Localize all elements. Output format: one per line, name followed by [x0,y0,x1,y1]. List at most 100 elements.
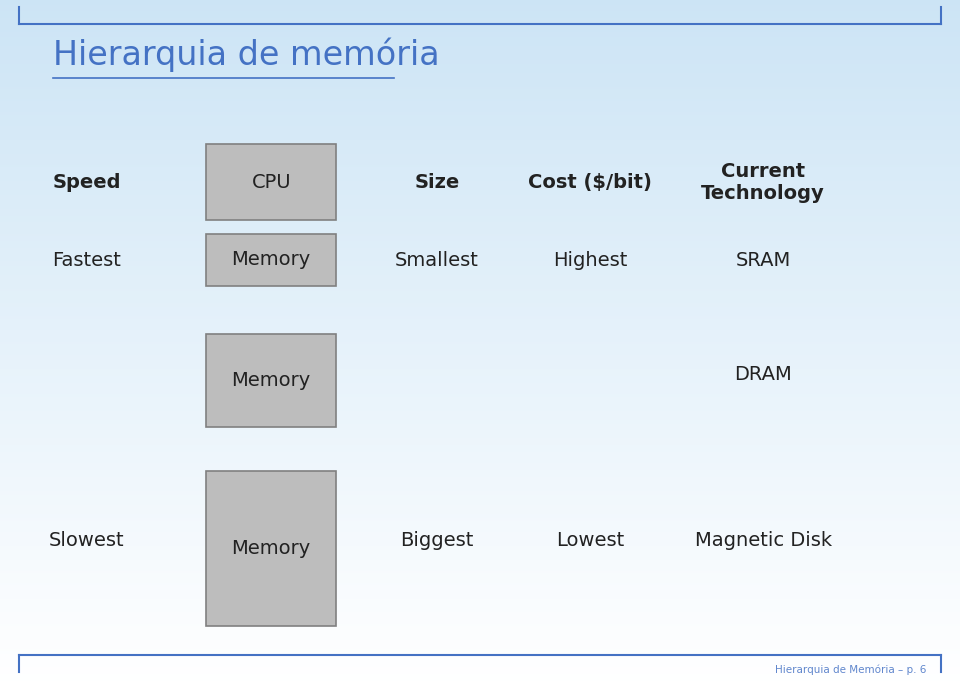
Bar [0,509,960,511]
Bar [0,94,960,96]
Bar [0,147,960,149]
Bar [0,41,960,43]
Bar [0,571,960,573]
Bar [0,287,960,289]
Bar [0,528,960,530]
Bar [0,57,960,60]
Bar [0,608,960,610]
Bar [206,334,336,427]
Bar [0,674,960,676]
Bar [0,573,960,576]
Bar [0,676,960,679]
Bar [0,264,960,266]
Bar [0,208,960,211]
Bar [0,319,960,321]
Text: Fastest: Fastest [52,250,121,270]
Bar [0,440,960,442]
Bar [0,431,960,433]
Bar [0,23,960,25]
Bar [0,477,960,480]
Bar [0,332,960,335]
Bar [206,144,336,220]
Bar [0,420,960,422]
Bar [0,160,960,163]
Bar [0,181,960,184]
Bar [0,459,960,461]
Bar [0,294,960,296]
Bar [0,546,960,548]
Bar [0,200,960,202]
Bar [0,170,960,172]
Bar [0,69,960,71]
Bar [0,411,960,413]
Bar [0,2,960,5]
Bar [0,280,960,282]
Bar [0,578,960,580]
Bar [0,667,960,669]
Bar [0,78,960,80]
Bar [0,289,960,291]
Bar [0,236,960,239]
Bar [0,296,960,298]
Bar [0,177,960,179]
Bar [0,225,960,227]
Bar [0,488,960,491]
Bar [0,215,960,218]
Bar [0,19,960,21]
Bar [0,392,960,394]
Bar [0,140,960,142]
Text: Memory: Memory [231,250,311,269]
Bar [0,424,960,427]
Bar [0,342,960,344]
Bar [0,633,960,635]
Bar [0,211,960,213]
Bar [0,115,960,117]
Bar [0,541,960,544]
Bar [0,39,960,41]
Bar [0,259,960,261]
Bar [0,456,960,459]
Bar [0,387,960,390]
Bar [0,232,960,234]
Bar [0,383,960,385]
Bar [0,312,960,314]
Text: Current
Technology: Current Technology [702,162,825,203]
Bar [0,576,960,578]
Bar [0,74,960,76]
Bar [0,369,960,372]
Bar [0,461,960,463]
Bar [0,358,960,360]
Text: SRAM: SRAM [735,250,791,270]
Text: Size: Size [414,173,460,192]
Bar [0,124,960,126]
Bar [0,548,960,550]
Bar [0,672,960,674]
Bar [0,229,960,232]
Bar [0,569,960,571]
Bar [0,64,960,67]
Bar [0,511,960,514]
Bar [0,654,960,656]
Bar [0,92,960,94]
Bar [0,502,960,504]
Bar [0,126,960,129]
Bar [0,649,960,652]
Bar [0,344,960,346]
Bar [0,594,960,596]
Bar [0,305,960,308]
Bar [0,679,960,681]
Bar [0,631,960,633]
Bar [0,557,960,559]
Bar [0,206,960,208]
Bar [0,580,960,583]
Bar [0,445,960,447]
Bar [0,133,960,136]
Bar [0,614,960,617]
Bar [0,314,960,316]
Bar [0,601,960,603]
Text: Speed: Speed [52,173,121,192]
Bar [206,471,336,626]
Bar [0,562,960,564]
Bar [0,497,960,500]
Bar [0,0,960,2]
